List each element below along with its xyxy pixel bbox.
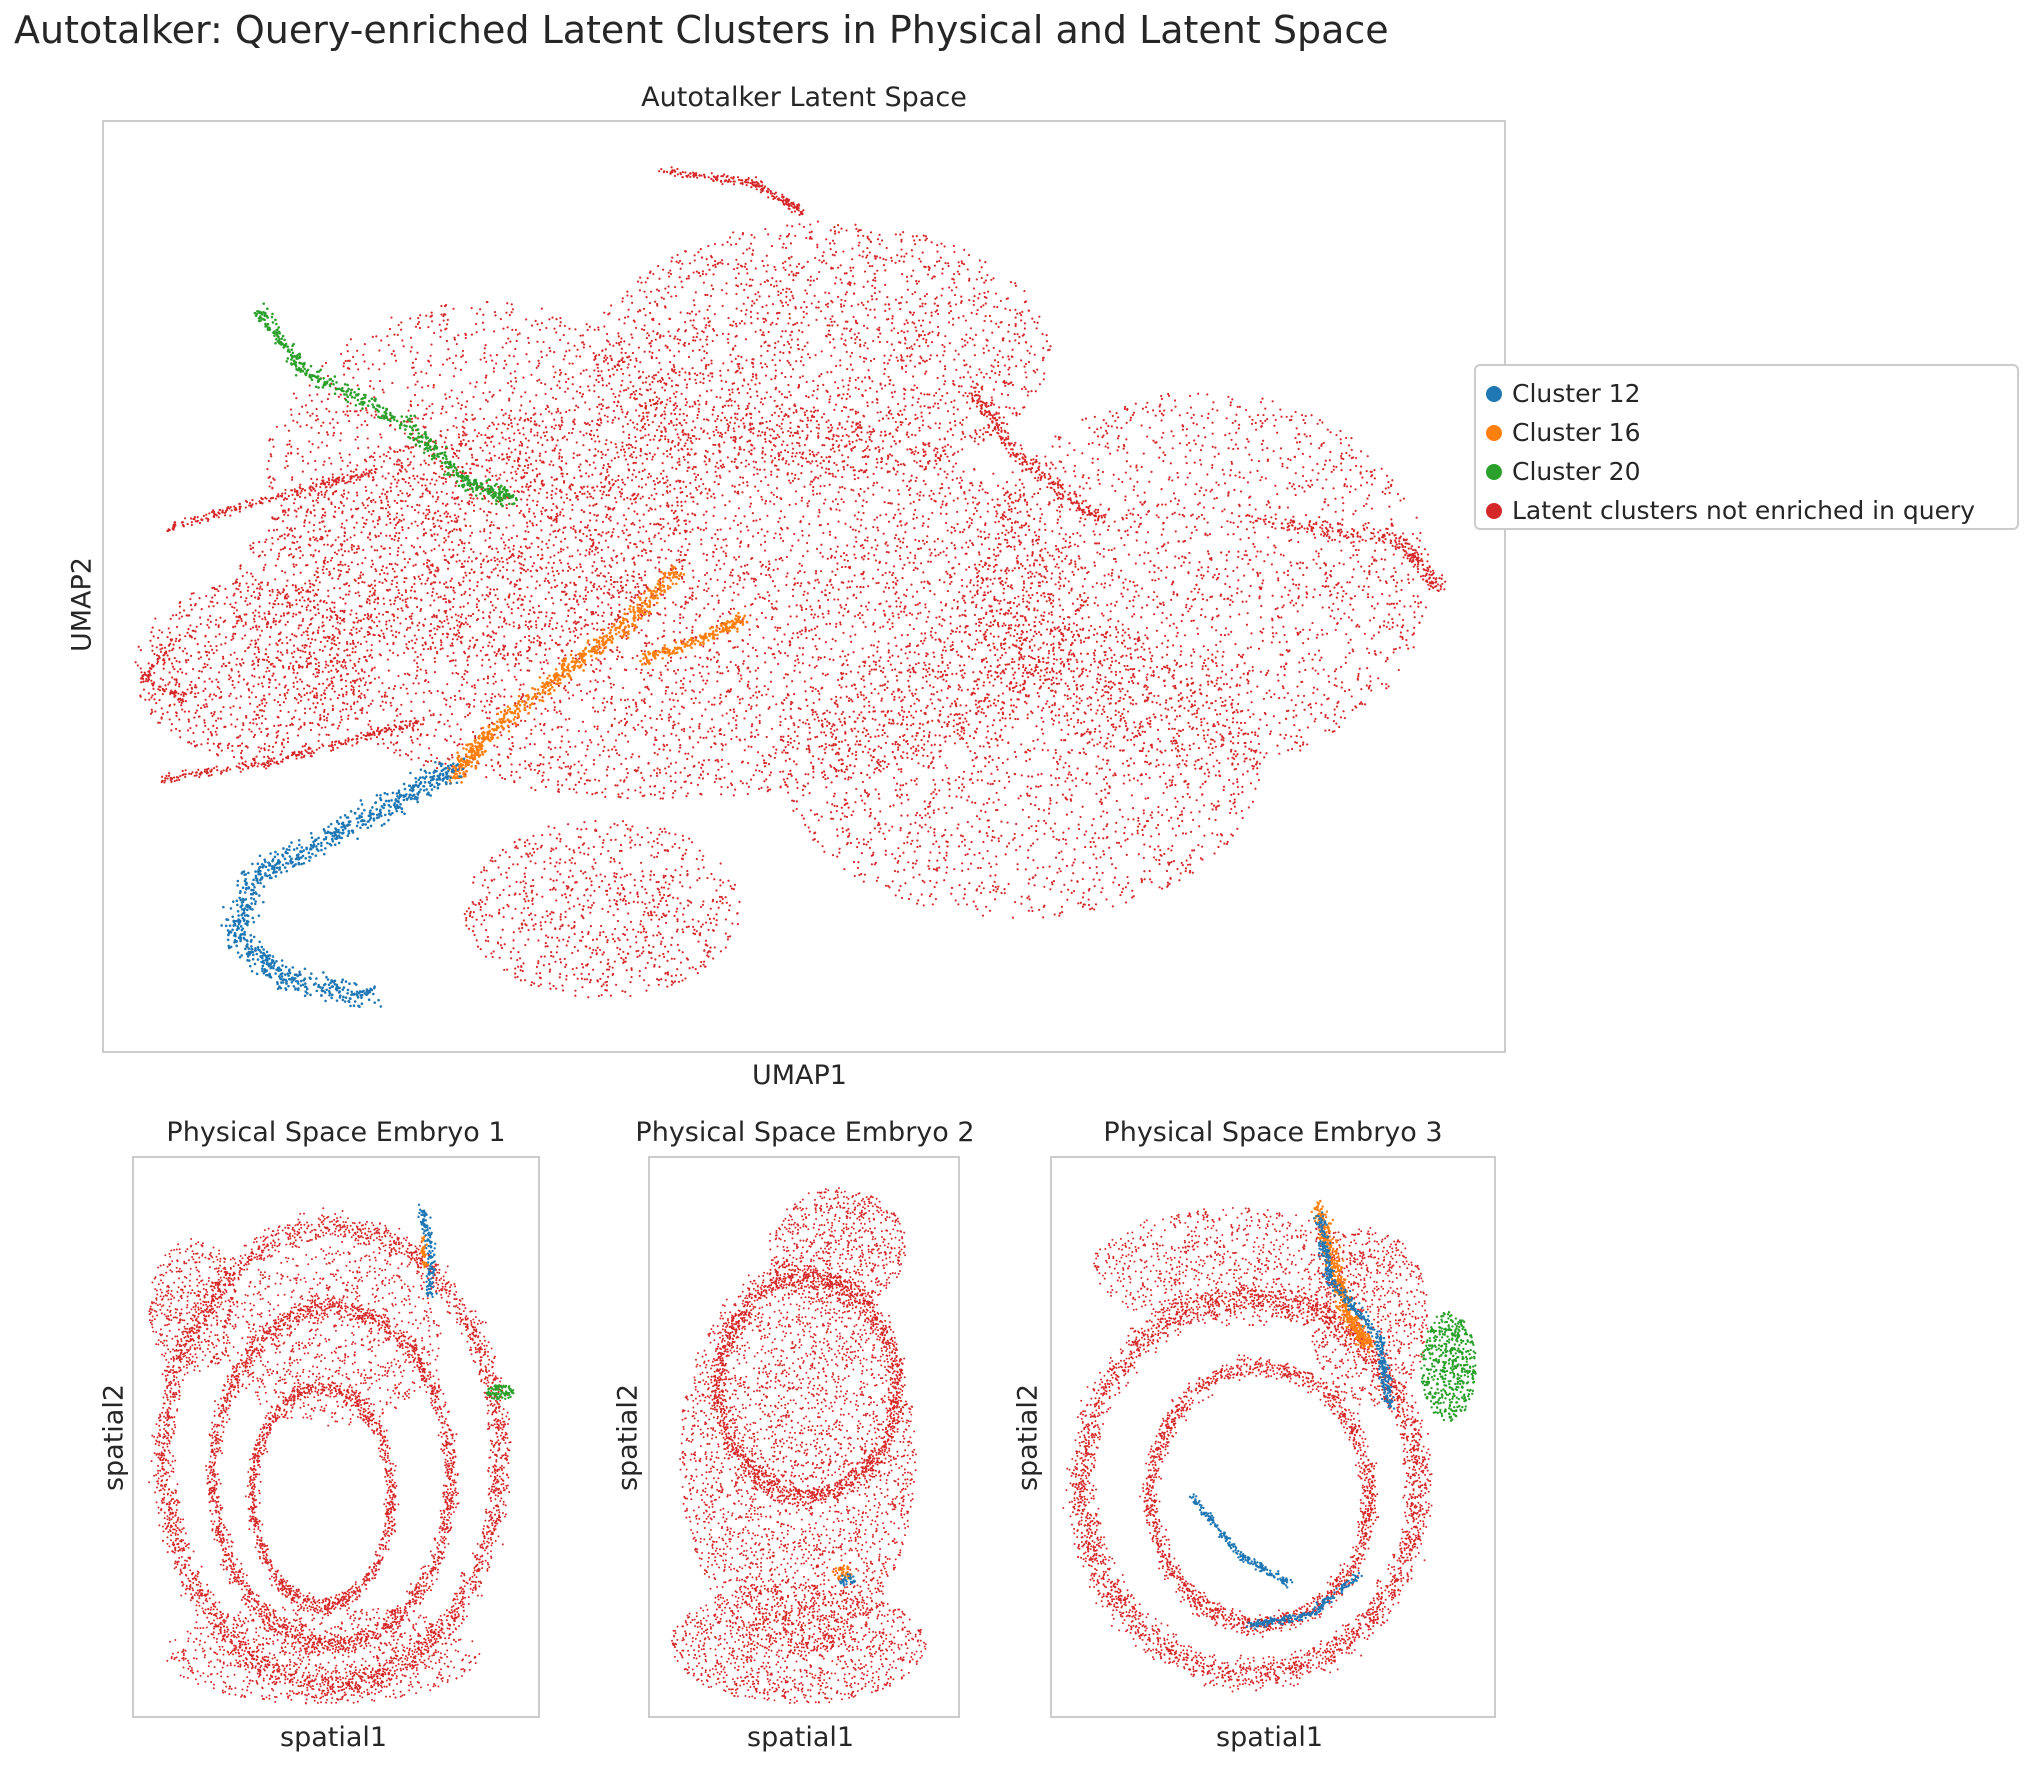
embryo2-top (769, 1187, 907, 1308)
embryo1-bottom-block (166, 1604, 481, 1705)
embryo3-cluster-12-lower (1245, 1572, 1363, 1630)
embryo2-title: Physical Space Embryo 2 (609, 1117, 1001, 1148)
latent-cluster-12 (220, 757, 466, 1008)
embryo2-scatter (671, 1187, 927, 1704)
embryo1-cluster-12 (417, 1203, 438, 1299)
embryo1-xlabel: spatial1 (280, 1722, 387, 1753)
legend-label: Cluster 20 (1512, 457, 1641, 486)
legend-marker (1486, 424, 1502, 441)
embryo3-plot-area (1050, 1156, 1496, 1718)
latent-panel-title: Autotalker Latent Space (102, 82, 1506, 113)
embryo3-title: Physical Space Embryo 3 (1050, 1117, 1496, 1148)
latent-plot-area (102, 120, 1506, 1053)
embryo1-title: Physical Space Embryo 1 (132, 1117, 540, 1148)
embryo2-bottom (671, 1584, 927, 1704)
latent-cloud-right (972, 392, 1431, 770)
embryo1-cluster-20 (485, 1384, 515, 1401)
latent-cloud-left (134, 581, 374, 761)
latent-scatter (134, 166, 1447, 1008)
latent-top-streak (658, 166, 805, 216)
legend-label: Cluster 12 (1512, 379, 1641, 408)
latent-far-right (1245, 514, 1447, 593)
embryo1-ylabel: spatial2 (99, 1378, 130, 1498)
embryo2-ring (710, 1264, 907, 1509)
latent-ylabel: UMAP2 (67, 555, 98, 655)
embryo2-xlabel: spatial1 (747, 1722, 854, 1753)
legend-item: Cluster 20 (1486, 452, 2007, 491)
figure-title: Autotalker: Query-enriched Latent Cluste… (14, 8, 1389, 52)
legend-item: Cluster 16 (1486, 413, 2007, 452)
legend-item: Cluster 12 (1486, 374, 2007, 413)
legend: Cluster 12 Cluster 16 Cluster 20 Latent … (1474, 364, 2019, 530)
embryo2-cluster-12 (838, 1573, 857, 1587)
embryo3-xlabel: spatial1 (1216, 1722, 1323, 1753)
latent-cluster-16-tail (639, 611, 749, 666)
embryo1-top-block (222, 1246, 442, 1427)
latent-cluster-16 (445, 565, 686, 785)
embryo2-ylabel: spatial2 (613, 1378, 644, 1498)
embryo2-body (679, 1257, 917, 1655)
legend-item: Latent clusters not enriched in query (1486, 491, 2007, 530)
embryo3-outer-ring (1062, 1276, 1433, 1693)
legend-label: Cluster 16 (1512, 418, 1641, 447)
legend-marker (1486, 463, 1502, 480)
latent-right-streak (966, 390, 1106, 526)
latent-xlabel: UMAP1 (752, 1060, 847, 1091)
embryo1-scatter (148, 1203, 515, 1705)
latent-cloud-lower-right (782, 618, 1261, 919)
legend-marker (1486, 502, 1502, 519)
embryo3-top (1093, 1206, 1370, 1327)
embryo1-inner-ring (244, 1375, 400, 1615)
embryo3-inner-ring (1139, 1354, 1380, 1638)
embryo1-middle-ring (205, 1294, 460, 1659)
latent-cloud-core (233, 400, 1090, 800)
legend-label: Latent clusters not enriched in query (1512, 496, 1975, 525)
embryo1-outer-ring (148, 1207, 512, 1702)
embryo3-cluster-12-inner (1188, 1493, 1294, 1589)
latent-cloud-bottom (463, 819, 741, 999)
embryo3-right-top (1310, 1226, 1429, 1407)
embryo1-cluster-16 (420, 1235, 430, 1269)
embryo1-plot-area (132, 1156, 540, 1718)
latent-cloud-upper (592, 220, 1052, 481)
latent-left-streak (166, 468, 378, 533)
latent-far-left (139, 637, 187, 707)
latent-cloud-upper-left (266, 300, 703, 660)
embryo3-cluster-12 (1312, 1211, 1396, 1410)
embryo2-plot-area (648, 1156, 960, 1718)
embryo3-ylabel: spatial2 (1013, 1378, 1044, 1498)
legend-marker (1486, 385, 1502, 402)
embryo3-scatter (1062, 1199, 1477, 1693)
latent-lower-left-streak (160, 716, 425, 784)
embryo1-left-block (148, 1238, 239, 1376)
embryo3-cluster-20 (1420, 1311, 1477, 1422)
latent-cluster-20 (253, 302, 518, 508)
